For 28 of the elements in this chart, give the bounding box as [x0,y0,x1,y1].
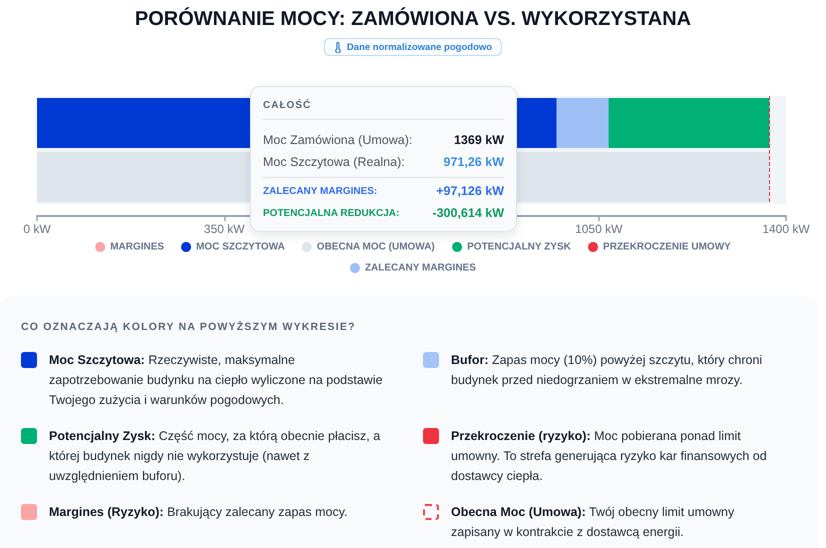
legend-label: PRZEKROCZENIE UMOWY [603,242,732,252]
annotation: +97,126 kW [436,184,504,198]
text: -300,614 kW [432,206,504,220]
annotation: Moc Szczytowa (Realna): [263,155,405,169]
text: Obecna Moc (Umowa): Twój obecny limit umowny zapisany w kontrakcie z dostawcą energii. [451,505,734,539]
annotation: CAŁOŚĆ [263,98,312,113]
text: Przekroczenie (ryzyko): Moc pobierana ponad limit umowny. To strefa generująca ryzyko kar finansowych od dostawcy ciepła. [451,429,767,483]
text: Potencjalny Zysk: Część mocy, za którą obecnie płacisz, a której budynek nigdy nie wykorzystuje (nawet z uwzględnieniem buforu). [49,429,380,483]
text: Bufor: Zapas mocy (10%) powyżej szczytu, który chroni budynek przed niedogrzaniem w ekstremalne mrozy. [451,353,762,387]
annotation: 971,26 kW [444,155,504,169]
x-tick-label: 1050 kW [575,222,624,236]
legend-label: MOC SZCZYTOWA [196,242,285,252]
legend-label: POTENCJALNY ZYSK [467,242,572,252]
chart-title: PORÓWNANIE MOCY: ZAMÓWIONA VS. WYKORZYSTANA [134,6,692,32]
x-tick-label: 350 kW [204,222,246,236]
legend-label: ZALECANY MARGINES [364,262,476,274]
text: Moc Szczytowa: Rzeczywiste, maksymalne zapotrzebowanie budynku na ciepło wyliczone na podstawie Twojego zużycia i warunków pogodowych. [49,353,383,407]
annotation: ZALECANY MARGINES: [263,186,378,196]
x-tick-label: 0 kW [23,222,52,236]
text: CO OZNACZAJĄ KOLORY NA POWYŻSZYM WYKRESIE? [21,320,356,334]
text: Margines (Ryzyko): Brakujący zalecany zapas mocy. [49,505,348,519]
chart-subtitle: Dane normalizowane pogodowo [346,42,492,52]
x-tick-label: 1400 kW [762,222,810,236]
legend-label: MARGINES [110,242,164,252]
legend-label: OBECNA MOC (UMOWA) [316,242,435,252]
text: POTENCJALNA REDUKCJA: [263,208,400,218]
annotation: 1369 kW [454,133,504,147]
annotation: Moc Zamówiona (Umowa): [263,133,412,147]
